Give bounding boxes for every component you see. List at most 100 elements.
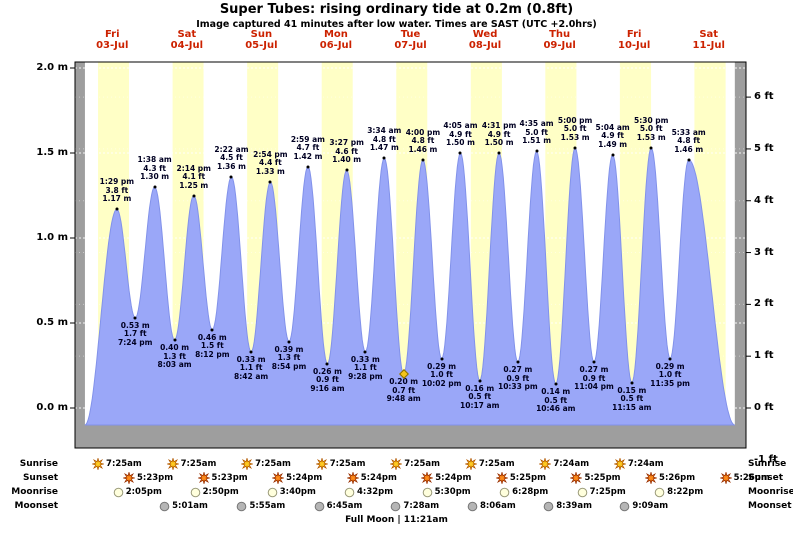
- sunset-time: 5:24pm: [360, 473, 397, 483]
- sunrise-entry: 7:25am: [166, 458, 216, 470]
- tide-point-marker: [554, 382, 558, 386]
- y-axis-label-m: 2.0 m: [36, 62, 68, 73]
- y-axis-label-ft: 6 ft: [754, 91, 774, 103]
- sunset-time: 5:24pm: [435, 473, 472, 483]
- tide-point-marker: [421, 158, 425, 162]
- high-tide-label: 5:00 pm 5.0 ft 1.53 m: [557, 115, 593, 142]
- astro-row-label-sunset-right: Sunset: [748, 473, 784, 483]
- sunrise-icon: [390, 458, 403, 470]
- moonset-entry: 8:06am: [467, 500, 516, 512]
- sunset-icon: [495, 472, 508, 484]
- day-label: Tue 07-Jul: [394, 29, 426, 51]
- moonrise-entry: 4:32pm: [344, 486, 393, 498]
- moonset-time: 7:28am: [403, 501, 440, 511]
- moonrise-entry: 6:28pm: [499, 486, 548, 498]
- tide-point-marker: [345, 168, 349, 172]
- y-axis-label-ft: 1 ft: [754, 350, 774, 362]
- high-tide-label: 5:30 pm 5.0 ft 1.53 m: [634, 115, 669, 142]
- sunset-icon: [197, 472, 210, 484]
- moonset-icon: [236, 501, 247, 512]
- page-title: Super Tubes: rising ordinary tide at 0.2…: [219, 2, 574, 17]
- sunset-icon: [123, 472, 135, 484]
- day-date: 09-Jul: [543, 40, 576, 51]
- high-tide-label: 5:04 am 4.9 ft 1.49 m: [595, 122, 630, 149]
- low-tide-label: 0.20 m 0.7 ft 9:48 am: [386, 377, 421, 403]
- astro-row-label-moonrise: Moonrise: [11, 487, 58, 497]
- moonrise-entry: 2:05pm: [113, 486, 162, 498]
- tide-point-marker: [440, 357, 444, 361]
- tide-point-marker: [382, 156, 386, 160]
- tide-point-marker: [668, 357, 672, 361]
- sunrise-entry: 7:25am: [315, 458, 365, 470]
- sunrise-time: 7:24am: [627, 459, 664, 469]
- moonset-time: 9:09am: [632, 501, 669, 511]
- low-tide-label: 0.29 m 1.0 ft 11:35 pm: [650, 361, 690, 388]
- sunset-time: 5:25pm: [584, 473, 621, 483]
- tide-point-marker: [687, 158, 691, 162]
- astro-row-label-sunset: Sunset: [22, 473, 58, 483]
- day-label: Thu 09-Jul: [543, 29, 575, 51]
- tide-point-marker: [458, 151, 462, 155]
- high-tide-label: 4:35 am 5.0 ft 1.51 m: [519, 119, 554, 146]
- sunrise-entry: 7:25am: [390, 458, 440, 470]
- high-tide-label: 4:31 pm 4.9 ft 1.50 m: [481, 121, 517, 147]
- sunset-entry: 5:25pm: [570, 472, 621, 484]
- low-tide-label: 0.14 m 0.5 ft 10:46 am: [536, 387, 576, 414]
- moonrise-time: 6:28pm: [512, 487, 549, 497]
- tide-point-marker: [306, 165, 310, 169]
- moonrise-icon: [422, 487, 433, 498]
- sunrise-time: 7:25am: [255, 459, 291, 469]
- tide-point-marker: [210, 328, 214, 332]
- moonset-time: 5:01am: [172, 501, 208, 511]
- sunset-entry: 5:26pm: [719, 472, 770, 484]
- full-moon-note: Full Moon | 11:21am: [345, 515, 448, 525]
- tide-point-marker: [535, 149, 539, 153]
- sunrise-icon: [315, 458, 328, 470]
- tide-point-marker: [630, 381, 634, 384]
- tide-point-marker: [592, 360, 596, 364]
- sunrise-icon: [92, 458, 105, 470]
- high-tide-label: 1:29 pm 3.8 ft 1.17 m: [99, 177, 135, 204]
- low-tide-label: 0.46 m 1.5 ft 8:12 pm: [195, 332, 230, 359]
- sunrise-time: 7:25am: [404, 459, 440, 469]
- tide-point-marker: [249, 350, 253, 354]
- low-tide-label: 0.33 m 1.1 ft 8:42 am: [234, 354, 269, 381]
- sunset-entry: 5:26pm: [645, 472, 695, 484]
- low-tide-label: 0.16 m 0.5 ft 10:17 am: [460, 383, 500, 410]
- sunset-time: 5:23pm: [211, 473, 248, 483]
- day-date: 04-Jul: [170, 40, 203, 51]
- tide-point-marker: [516, 360, 520, 364]
- astro-row-label-moonset-right: Moonset: [748, 501, 792, 511]
- astro-row-label-sunrise: Sunrise: [19, 459, 58, 469]
- day-label: Wed 08-Jul: [469, 29, 501, 51]
- moonset-icon: [467, 501, 478, 512]
- moonset-entry: 5:01am: [159, 500, 208, 512]
- day-label: Mon 06-Jul: [320, 29, 352, 51]
- sunrise-entry: 7:24am: [613, 458, 664, 470]
- sunset-entry: 5:23pm: [197, 472, 248, 484]
- day-of-week: Thu: [549, 29, 571, 40]
- tide-point-marker: [363, 350, 367, 354]
- moonrise-time: 7:25pm: [589, 487, 626, 497]
- moonrise-icon: [190, 487, 201, 498]
- low-tide-label: 0.27 m 0.9 ft 10:33 pm: [497, 365, 538, 392]
- day-of-week: Sat: [699, 29, 719, 40]
- high-tide-label: 2:14 pm 4.1 ft 1.25 m: [176, 163, 211, 190]
- sunrise-time: 7:24am: [553, 459, 590, 469]
- moonset-entry: 9:09am: [619, 500, 668, 512]
- moonrise-icon: [577, 487, 588, 498]
- high-tide-label: 2:22 am 4.5 ft 1.36 m: [214, 144, 249, 171]
- moonrise-entry: 3:40pm: [267, 486, 316, 498]
- tide-point-marker: [173, 338, 177, 342]
- low-tide-label: 0.33 m 1.1 ft 9:28 pm: [348, 354, 383, 381]
- low-tide-label: 0.27 m 0.9 ft 11:04 pm: [574, 365, 614, 392]
- moonrise-entry: 2:50pm: [190, 486, 239, 498]
- low-tide-label: 0.26 m 0.9 ft 9:16 am: [310, 366, 345, 393]
- moonrise-time: 5:30pm: [434, 487, 471, 497]
- moonset-icon: [314, 501, 325, 512]
- sunset-icon: [272, 472, 285, 484]
- moonrise-time: 4:32pm: [357, 487, 394, 497]
- sunrise-icon: [166, 458, 179, 470]
- moonset-icon: [543, 501, 554, 512]
- day-label: Sat 11-Jul: [693, 29, 725, 51]
